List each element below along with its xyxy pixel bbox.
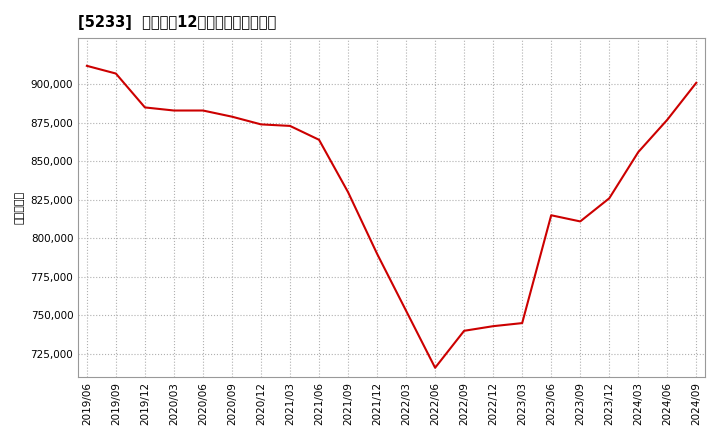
Text: [5233]  売上高の12か月移動合計の推移: [5233] 売上高の12か月移動合計の推移 (78, 15, 276, 30)
Y-axis label: （百万円）: （百万円） (15, 191, 25, 224)
